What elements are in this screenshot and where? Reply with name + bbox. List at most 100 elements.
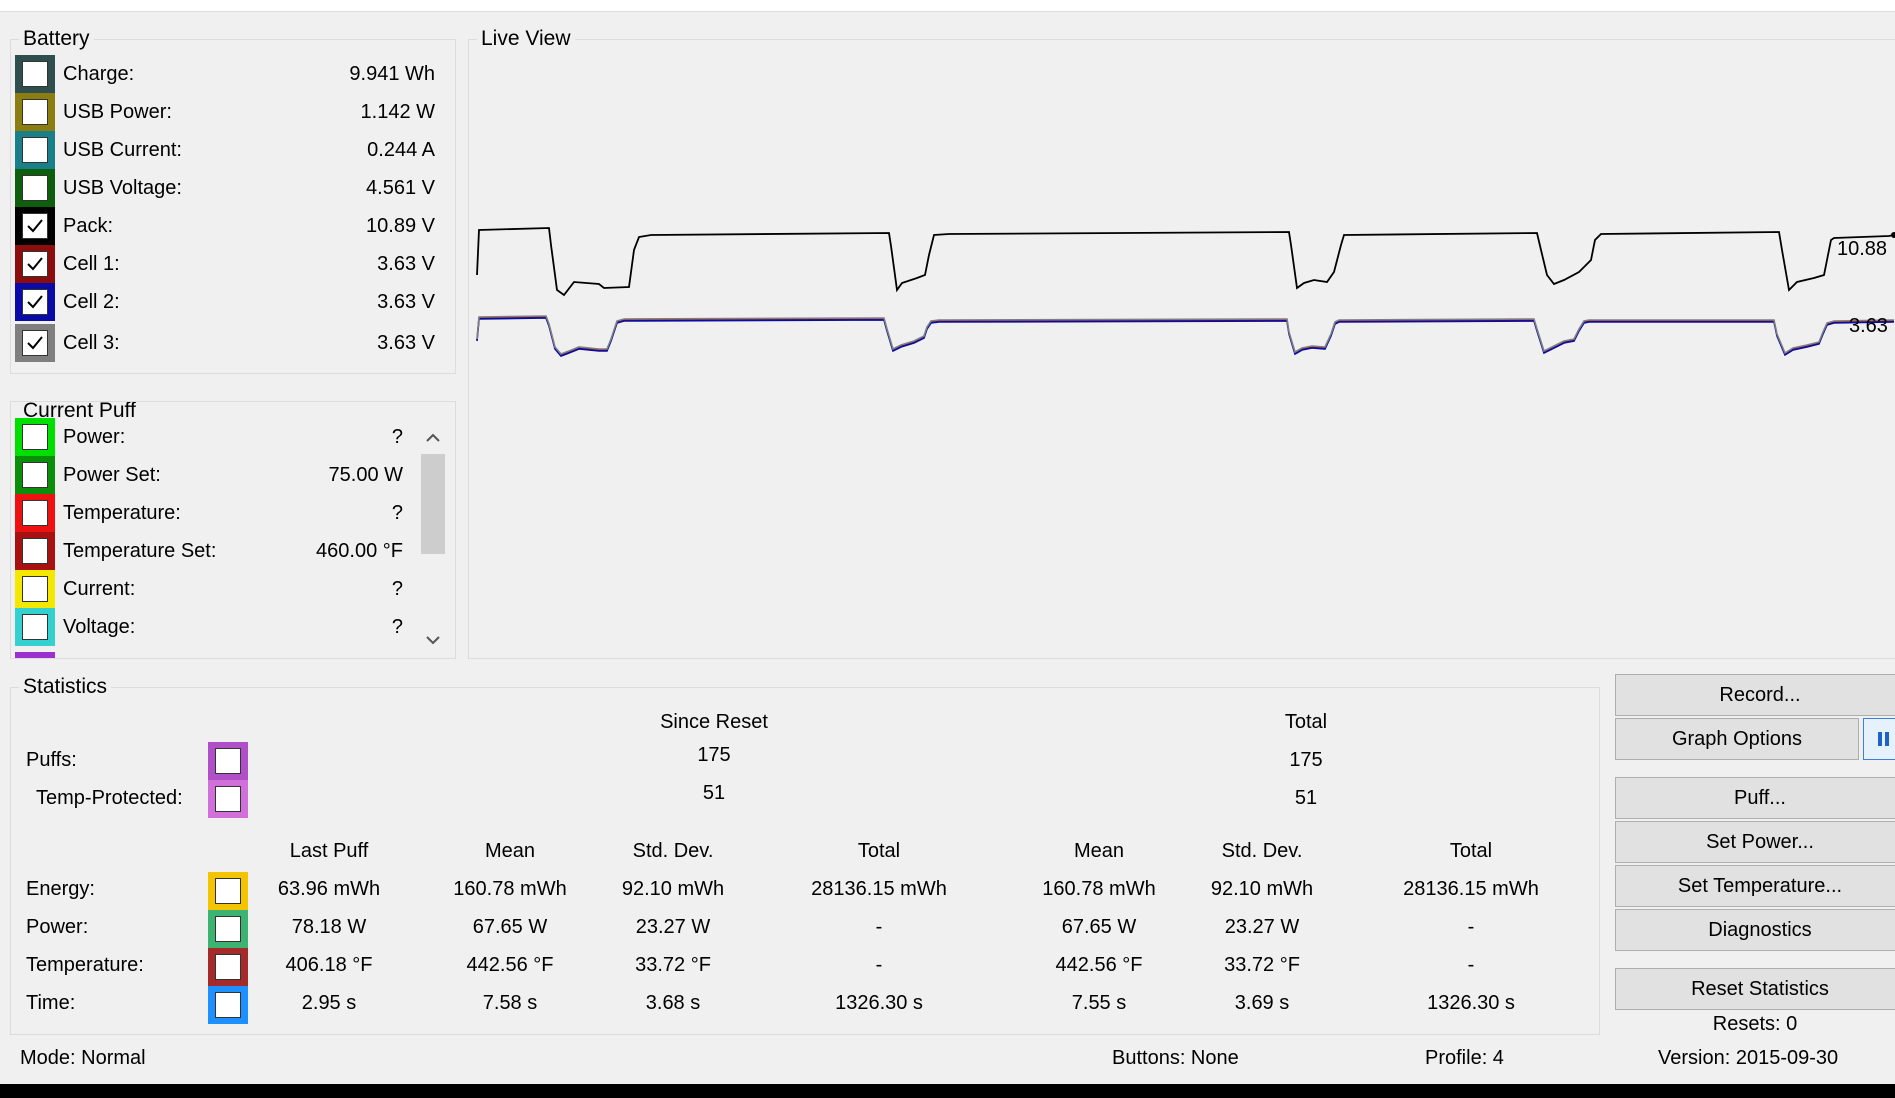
record-button[interactable]: Record... [1615, 674, 1895, 716]
scroll-down-icon[interactable] [423, 630, 443, 650]
puffs-total: 175 [1289, 749, 1323, 771]
current-puff-row: Power Set: 75.00 W [11, 456, 455, 494]
battery-color-swatch [15, 93, 55, 131]
puffs-checkbox[interactable] [215, 748, 241, 774]
stats-row-color-swatch [208, 872, 248, 910]
current-puff-title: Current Puff [19, 402, 140, 423]
stats-row-label: Temperature: [26, 954, 144, 976]
battery-checkbox[interactable] [22, 213, 48, 239]
since-reset-header: Since Reset [660, 711, 768, 733]
battery-color-swatch [15, 55, 55, 93]
current-puff-checkbox[interactable] [22, 614, 48, 640]
statistics-group: Statistics Since Reset Total Puffs: Temp-Pr… [10, 675, 1600, 1035]
cell-value-label: 3.63 [1849, 315, 1888, 337]
stats-cell: 1326.30 s [835, 992, 923, 1014]
stats-cell: 1326.30 s [1427, 992, 1515, 1014]
stats-cell: 160.78 mWh [453, 878, 567, 900]
graph-options-button[interactable]: Graph Options [1615, 718, 1859, 760]
reset-statistics-button[interactable]: Reset Statistics [1615, 968, 1895, 1010]
current-puff-checkbox[interactable] [22, 500, 48, 526]
battery-value: 1.142 W [360, 100, 435, 123]
scroll-thumb[interactable] [421, 454, 445, 554]
stats-cell: 2.95 s [301, 992, 357, 1014]
diagnostics-button[interactable]: Diagnostics [1615, 909, 1895, 951]
puff-button[interactable]: Puff... [1615, 777, 1895, 819]
stats-column-header: Total [1449, 840, 1493, 862]
pause-button[interactable] [1863, 718, 1895, 760]
stats-row-color-swatch [208, 986, 248, 1024]
current-puff-label: Power Set: [63, 463, 161, 486]
battery-value: 4.561 V [366, 176, 435, 199]
current-puff-checkbox[interactable] [22, 538, 48, 564]
current-puff-color-swatch [15, 608, 55, 646]
current-puff-group: Current Puff Power:? Power Set: 75.00 W Tem… [10, 401, 456, 659]
current-puff-value: 460.00 °F [316, 539, 403, 562]
stats-row-color-swatch [208, 910, 248, 948]
pack-value-label: 10.88 [1837, 238, 1887, 260]
battery-checkbox[interactable] [22, 137, 48, 163]
current-puff-label: Power: [63, 425, 126, 448]
puff-scrollbar[interactable] [419, 422, 447, 654]
stats-column-header: Mean [1073, 840, 1125, 862]
pause-icon [1877, 732, 1889, 746]
battery-checkbox[interactable] [22, 99, 48, 125]
current-puff-value: 75.00 W [328, 463, 403, 486]
stats-cell: 406.18 °F [285, 954, 373, 976]
mode-status: Mode: Normal [20, 1047, 146, 1069]
cell-3-trace [476, 315, 1895, 355]
temp-protected-checkbox[interactable] [215, 786, 241, 812]
stats-cell: 67.65 W [1061, 916, 1137, 938]
current-puff-color-swatch [15, 456, 55, 494]
battery-color-swatch [15, 169, 55, 207]
set-temperature-button[interactable]: Set Temperature... [1615, 865, 1895, 907]
battery-checkbox[interactable] [22, 289, 48, 315]
battery-color-swatch [15, 324, 55, 362]
stats-cell: - [875, 954, 883, 976]
current-puff-checkbox[interactable] [22, 576, 48, 602]
battery-color-swatch [15, 283, 55, 321]
stats-row-label: Energy: [26, 878, 95, 900]
stats-cell: 7.55 s [1071, 992, 1127, 1014]
battery-checkbox[interactable] [22, 251, 48, 277]
battery-checkbox[interactable] [22, 61, 48, 87]
current-puff-value: ? [391, 577, 403, 600]
stats-row-label: Time: [26, 992, 76, 1014]
stats-cell: 7.58 s [482, 992, 538, 1014]
stats-cell: 63.96 mWh [277, 878, 381, 900]
current-puff-checkbox[interactable] [22, 424, 48, 450]
current-puff-label: Temperature: [63, 501, 181, 524]
battery-label: Cell 2: [63, 290, 120, 313]
stats-cell: 33.72 °F [1224, 954, 1300, 976]
current-puff-value: ? [391, 425, 403, 448]
battery-row: Charge: 9.941 Wh [11, 55, 455, 93]
battery-title: Battery [19, 27, 94, 51]
battery-checkbox[interactable] [22, 330, 48, 356]
set-power-button[interactable]: Set Power... [1615, 821, 1895, 863]
temp-protected-label: Temp-Protected: [36, 787, 183, 809]
stats-cell: 3.68 s [645, 992, 701, 1014]
stats-cell: 92.10 mWh [621, 878, 725, 900]
scroll-up-icon[interactable] [423, 428, 443, 448]
buttons-status: Buttons: None [1112, 1047, 1239, 1069]
title-bar [0, 0, 1895, 12]
stats-row-checkbox[interactable] [215, 992, 241, 1018]
current-puff-row: Temperature:? [11, 494, 455, 532]
stats-row-checkbox[interactable] [215, 878, 241, 904]
current-puff-checkbox[interactable] [22, 462, 48, 488]
temp-protected-since-reset: 51 [702, 782, 726, 804]
temp-protected-total: 51 [1294, 787, 1318, 809]
stats-row-checkbox[interactable] [215, 916, 241, 942]
stats-column-header: Std. Dev. [632, 840, 714, 862]
battery-checkbox[interactable] [22, 175, 48, 201]
live-view-plot: 10.88 3.63 [476, 227, 1895, 357]
stats-row-checkbox[interactable] [215, 954, 241, 980]
battery-label: Cell 1: [63, 252, 120, 275]
current-puff-row: Temperature Set: 460.00 °F [11, 532, 455, 570]
current-puff-label: Temperature Set: [63, 539, 217, 562]
battery-label: USB Power: [63, 100, 172, 123]
current-puff-color-swatch [15, 570, 55, 608]
battery-label: USB Current: [63, 138, 182, 161]
stats-cell: - [1467, 916, 1475, 938]
current-puff-label: Current: [63, 577, 136, 600]
battery-value: 3.63 V [377, 252, 435, 275]
